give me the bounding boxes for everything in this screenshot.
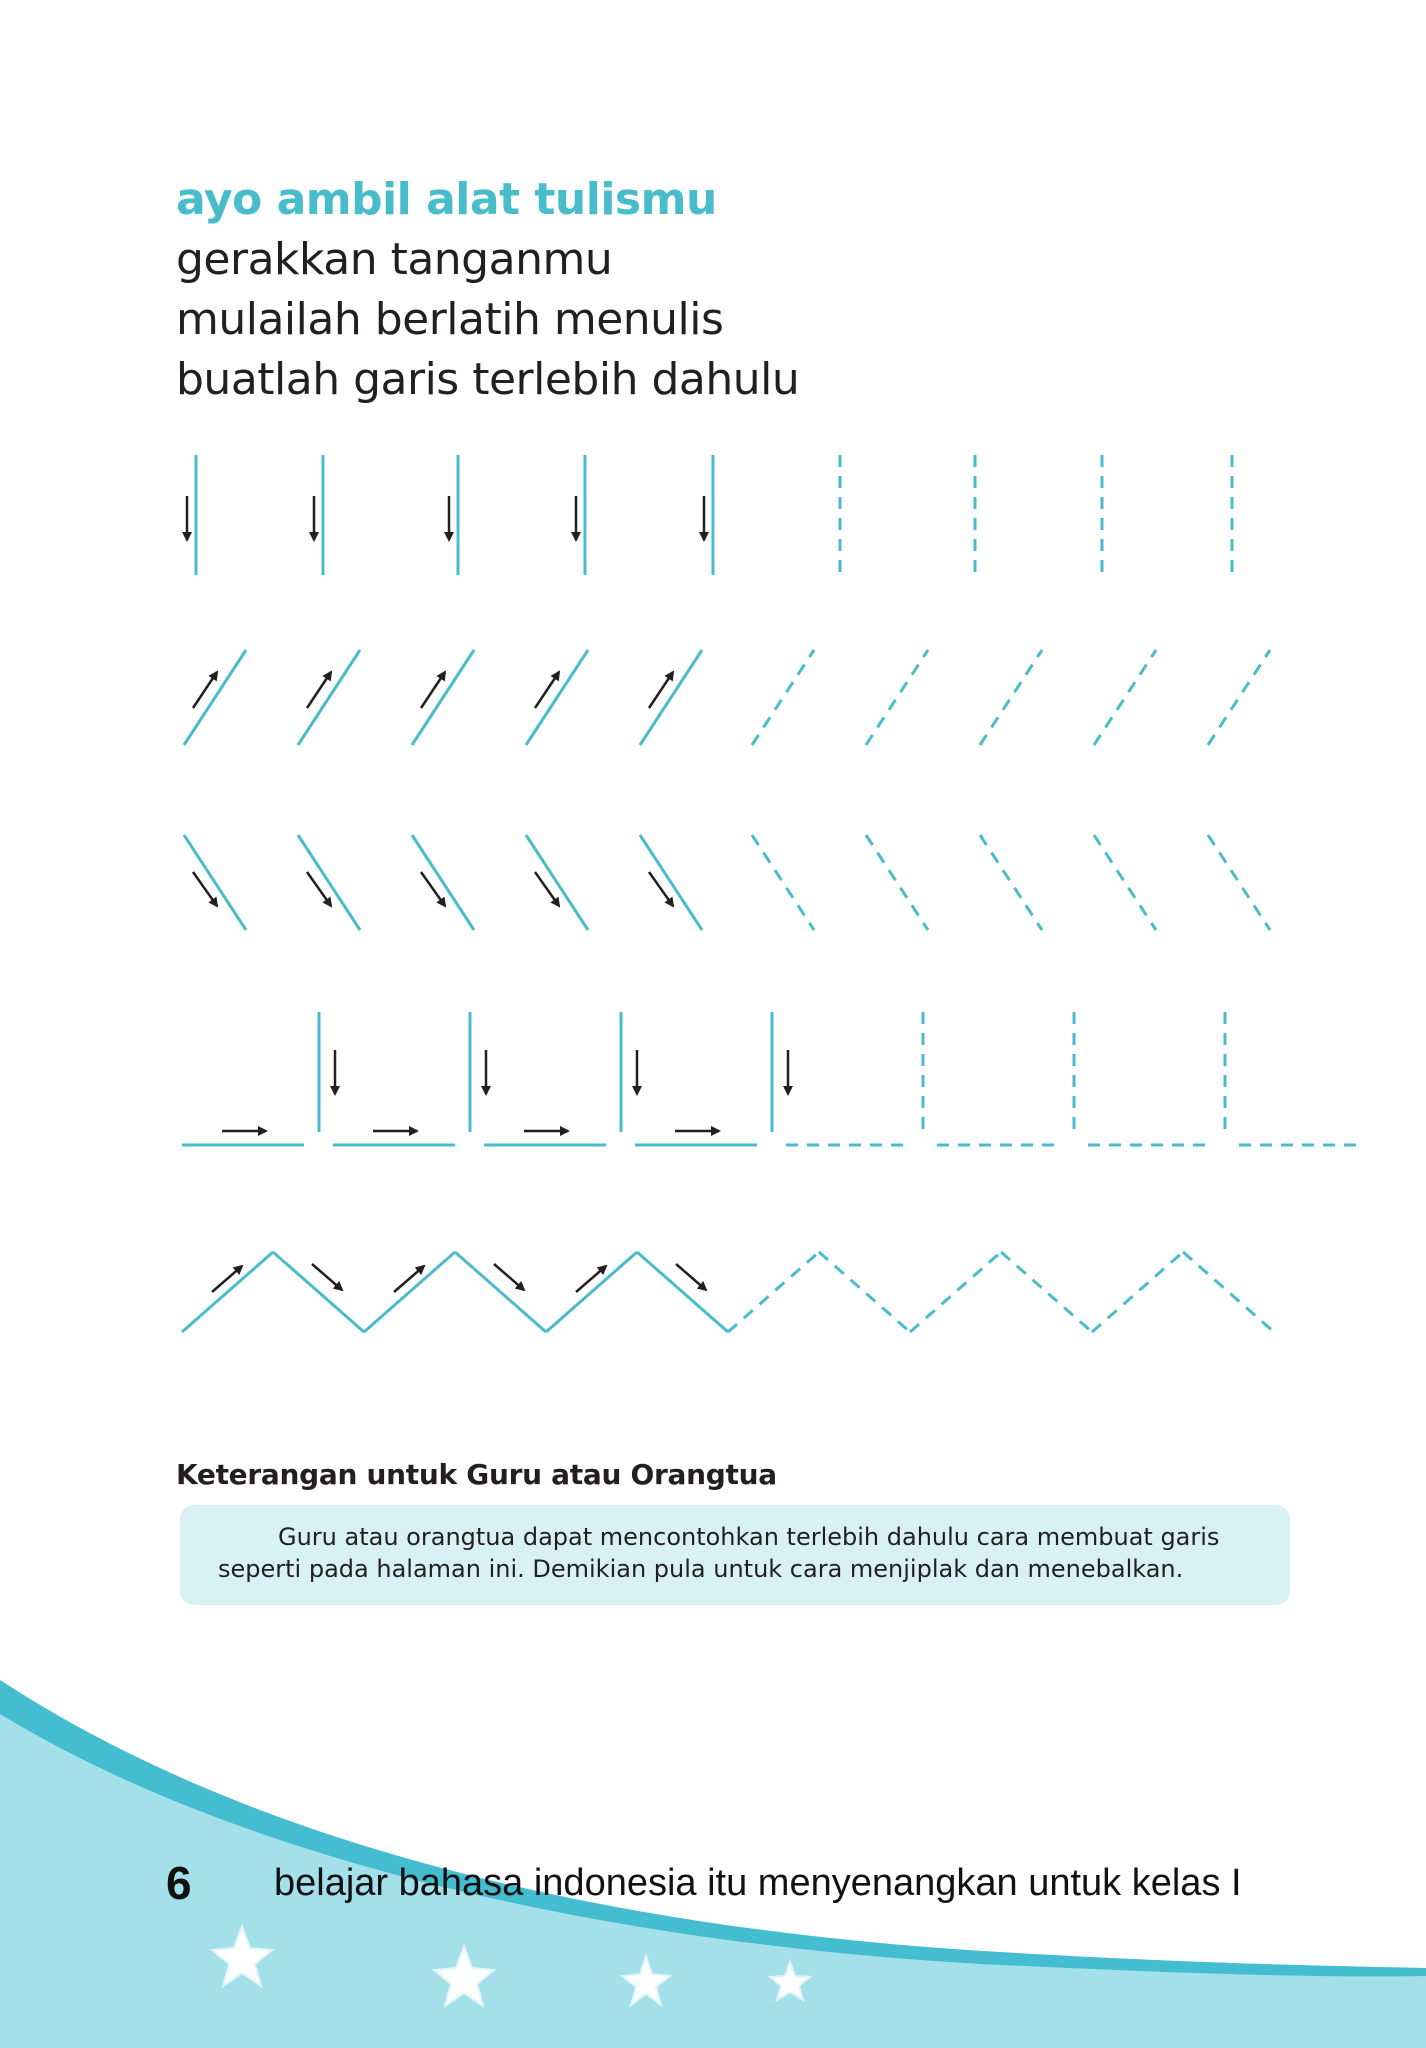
- dashed-diagonal-line: [866, 835, 928, 930]
- solid-diagonal-line: [640, 835, 702, 930]
- solid-diagonal-line: [526, 835, 588, 930]
- dashed-zigzag-down: [1001, 1252, 1092, 1332]
- page-number: 6: [166, 1856, 192, 1910]
- solid-zigzag-down: [637, 1252, 728, 1332]
- arrow-icon: [193, 872, 217, 906]
- solid-diagonal-line: [298, 835, 360, 930]
- dashed-zigzag-down: [1183, 1252, 1274, 1332]
- exercise-row-diagonal-up: [184, 650, 1270, 745]
- dashed-diagonal-line: [866, 650, 928, 745]
- dashed-zigzag-up: [910, 1252, 1001, 1332]
- tracing-exercises: [0, 0, 1426, 1420]
- arrow-icon: [421, 872, 445, 906]
- dashed-diagonal-line: [1094, 835, 1156, 930]
- dashed-diagonal-line: [1208, 835, 1270, 930]
- dashed-diagonal-line: [1208, 650, 1270, 745]
- footer-text: belajar bahasa indonesia itu menyenangka…: [274, 1862, 1242, 1905]
- solid-zigzag-up: [364, 1252, 455, 1332]
- solid-zigzag-up: [546, 1252, 637, 1332]
- solid-diagonal-line: [184, 835, 246, 930]
- arrow-icon: [676, 1264, 706, 1290]
- arrow-icon: [212, 1266, 242, 1292]
- note-line-1: Guru atau orangtua dapat mencontohkan te…: [218, 1521, 1250, 1553]
- dashed-zigzag-up: [1092, 1252, 1183, 1332]
- arrow-icon: [394, 1266, 424, 1292]
- solid-zigzag-down: [455, 1252, 546, 1332]
- solid-diagonal-line: [412, 835, 474, 930]
- dashed-diagonal-line: [752, 650, 814, 745]
- dashed-zigzag-down: [819, 1252, 910, 1332]
- dashed-diagonal-line: [980, 650, 1042, 745]
- solid-diagonal-line: [298, 650, 360, 745]
- dashed-zigzag-up: [728, 1252, 819, 1332]
- solid-diagonal-line: [184, 650, 246, 745]
- arrow-icon: [576, 1266, 606, 1292]
- solid-zigzag-down: [273, 1252, 364, 1332]
- arrow-icon: [307, 872, 331, 906]
- exercise-row-zigzag: [182, 1252, 1274, 1332]
- solid-diagonal-line: [526, 650, 588, 745]
- arrow-icon: [312, 1264, 342, 1290]
- exercise-row-diagonal-down: [184, 835, 1270, 930]
- solid-zigzag-up: [182, 1252, 273, 1332]
- note-box: Guru atau orangtua dapat mencontohkan te…: [180, 1505, 1290, 1605]
- dashed-diagonal-line: [980, 835, 1042, 930]
- arrow-icon: [649, 872, 673, 906]
- solid-diagonal-line: [412, 650, 474, 745]
- solid-diagonal-line: [640, 650, 702, 745]
- dashed-diagonal-line: [752, 835, 814, 930]
- dashed-diagonal-line: [1094, 650, 1156, 745]
- arrow-icon: [494, 1264, 524, 1290]
- exercise-row-corner: [182, 1012, 1361, 1145]
- arrow-icon: [535, 872, 559, 906]
- note-line-2: seperti pada halaman ini. Demikian pula …: [218, 1553, 1250, 1585]
- note-heading: Keterangan untuk Guru atau Orangtua: [176, 1458, 777, 1491]
- exercise-row-vertical: [187, 455, 1232, 575]
